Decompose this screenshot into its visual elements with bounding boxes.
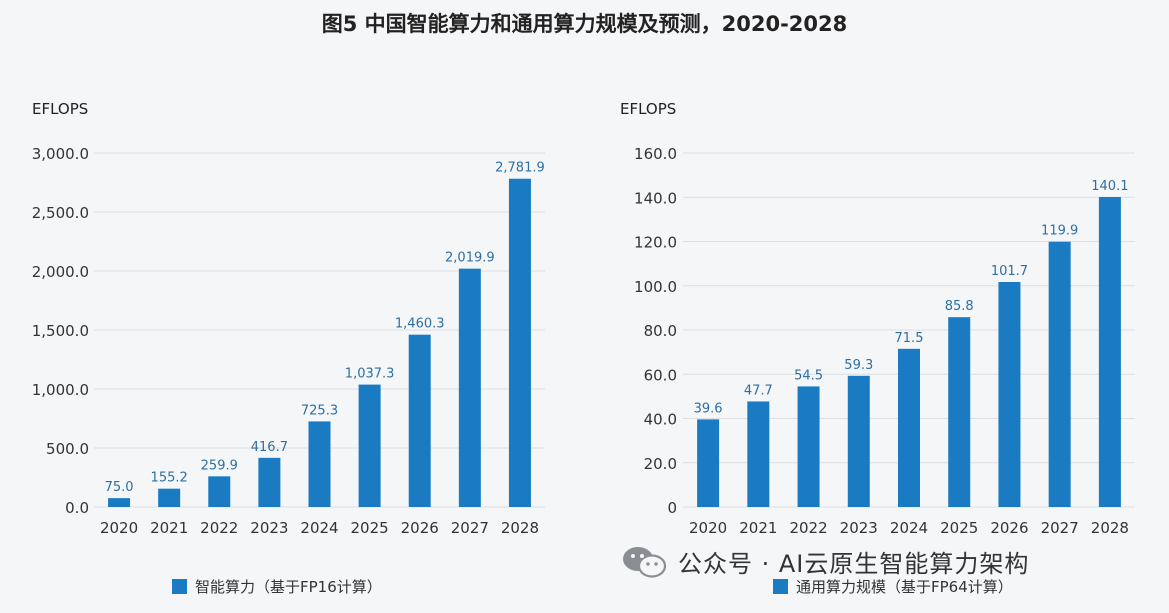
y-tick-label: 3,000.0: [32, 145, 89, 163]
data-label: 119.9: [1041, 224, 1078, 239]
x-tick-label: 2025: [351, 519, 389, 537]
data-label: 54.5: [794, 368, 823, 383]
data-label: 2,019.9: [445, 251, 495, 266]
y-tick-label: 40.0: [644, 411, 677, 429]
x-tick-label: 2022: [200, 519, 238, 537]
chart-general-compute: EFLOPS 0 20.0 40.0 60.0 80.0 100.0 120.0 140.0 16…: [620, 100, 1135, 537]
y-tick-label: 2,500.0: [32, 204, 89, 222]
x-tick-label: 2028: [501, 519, 539, 537]
bar-2028: [508, 178, 531, 508]
data-label: 725.3: [301, 403, 338, 418]
bar-2028: [1098, 197, 1121, 507]
y-tick-label: 100.0: [634, 278, 677, 296]
x-tick-label: 2021: [150, 519, 188, 537]
data-label: 2,781.9: [495, 161, 545, 176]
bar-2027: [458, 268, 481, 507]
data-label: 1,037.3: [345, 367, 395, 382]
y-tick-label: 60.0: [644, 366, 677, 384]
legend-label: 通用算力规模（基于FP64计算）: [796, 578, 1013, 596]
bar-2025: [358, 384, 381, 507]
y-tick-label: 0: [667, 499, 677, 517]
data-label: 39.6: [694, 401, 723, 416]
y-tick-label: 140.0: [634, 189, 677, 207]
bar-2025: [948, 317, 971, 507]
y-tick-label: 1,000.0: [32, 381, 89, 399]
x-tick-label: 2020: [100, 519, 138, 537]
legend-swatch: [172, 579, 187, 594]
bar-2022: [208, 476, 231, 507]
bar-2026: [998, 281, 1021, 507]
x-tick-label: 2028: [1091, 519, 1129, 537]
watermark-text: 公众号 · AI云原生智能算力架构: [678, 550, 1030, 578]
data-label: 101.7: [991, 264, 1028, 279]
bar-2026: [408, 334, 431, 507]
x-tick-label: 2024: [300, 519, 338, 537]
legend-label: 智能算力（基于FP16计算）: [195, 578, 382, 596]
y-tick-label: 120.0: [634, 234, 677, 252]
data-label: 259.9: [201, 458, 238, 473]
bar-2023: [847, 375, 870, 507]
x-tick-label: 2024: [890, 519, 928, 537]
data-label: 71.5: [895, 331, 924, 346]
y-unit-label: EFLOPS: [32, 100, 88, 118]
data-label: 416.7: [251, 440, 288, 455]
bar-2024: [898, 348, 920, 507]
x-tick-label: 2027: [451, 519, 489, 537]
x-tick-label: 2020: [689, 519, 727, 537]
y-tick-label: 80.0: [644, 322, 677, 340]
bar-2023: [258, 457, 281, 507]
x-tick-label: 2027: [1041, 519, 1079, 537]
bar-2021: [747, 401, 770, 507]
data-label: 140.1: [1091, 179, 1128, 194]
legend-swatch: [773, 579, 788, 594]
y-tick-label: 0.0: [65, 499, 89, 517]
bar-2020: [108, 498, 131, 507]
y-tick-label: 2,000.0: [32, 263, 89, 281]
x-tick-label: 2025: [940, 519, 978, 537]
x-tick-label: 2026: [990, 519, 1028, 537]
x-tick-label: 2026: [401, 519, 439, 537]
x-tick-label: 2022: [789, 519, 827, 537]
data-label: 85.8: [945, 299, 974, 314]
data-label: 155.2: [151, 471, 188, 486]
bar-2027: [1048, 241, 1071, 507]
y-unit-label: EFLOPS: [620, 100, 676, 118]
legend-general-compute: 通用算力规模（基于FP64计算）: [773, 576, 1013, 597]
data-label: 1,460.3: [395, 317, 445, 332]
y-tick-label: 20.0: [644, 455, 677, 473]
x-tick-label: 2021: [739, 519, 777, 537]
watermark: 公众号 · AI云原生智能算力架构: [622, 544, 1029, 579]
data-label: 75.0: [105, 480, 134, 495]
bar-2020: [697, 419, 720, 507]
wechat-icon: [623, 546, 666, 578]
legend-intelligent-compute: 智能算力（基于FP16计算）: [172, 576, 382, 597]
chart-intelligent-compute: EFLOPS 0.0 500.0 1,000.0 1,500.0 2,000.0 2,500…: [32, 100, 545, 537]
x-tick-label: 2023: [840, 519, 878, 537]
y-tick-label: 500.0: [46, 440, 89, 458]
data-label: 59.3: [844, 358, 873, 373]
bar-2021: [158, 488, 181, 507]
y-tick-label: 1,500.0: [32, 322, 89, 340]
chart-title: 图5 中国智能算力和通用算力规模及预测，2020-2028: [321, 12, 848, 36]
data-label: 47.7: [744, 383, 773, 398]
y-tick-label: 160.0: [634, 145, 677, 163]
bar-2024: [308, 421, 331, 507]
x-tick-label: 2023: [250, 519, 288, 537]
bar-2022: [797, 386, 820, 507]
